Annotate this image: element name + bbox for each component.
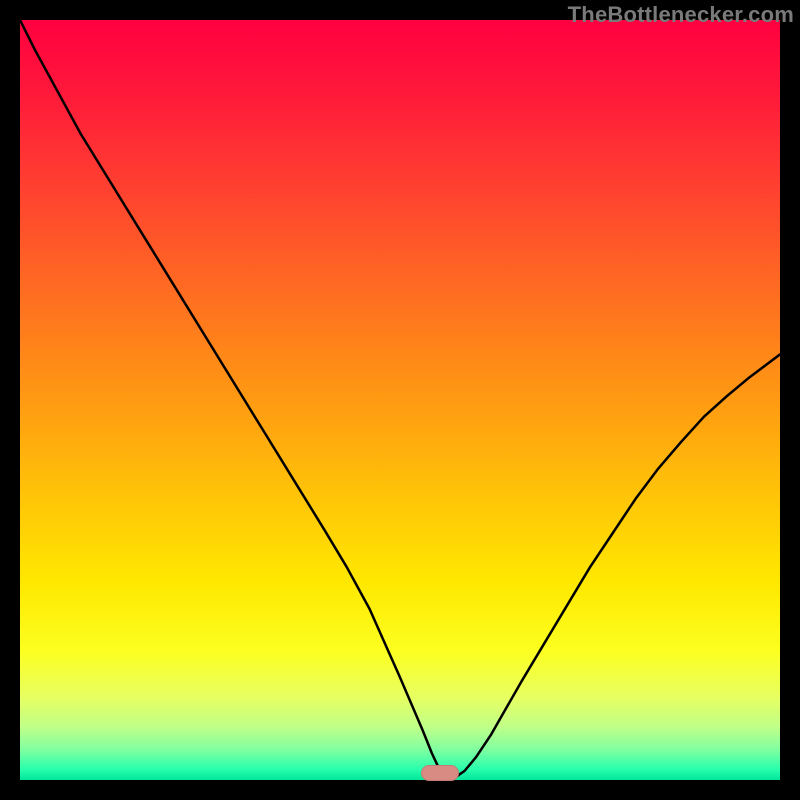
plot-area: [20, 20, 780, 780]
gradient-background: [20, 20, 780, 780]
optimum-marker: [421, 765, 459, 781]
chart-root: TheBottlenecker.com: [0, 0, 800, 800]
watermark-label: TheBottlenecker.com: [568, 2, 794, 28]
